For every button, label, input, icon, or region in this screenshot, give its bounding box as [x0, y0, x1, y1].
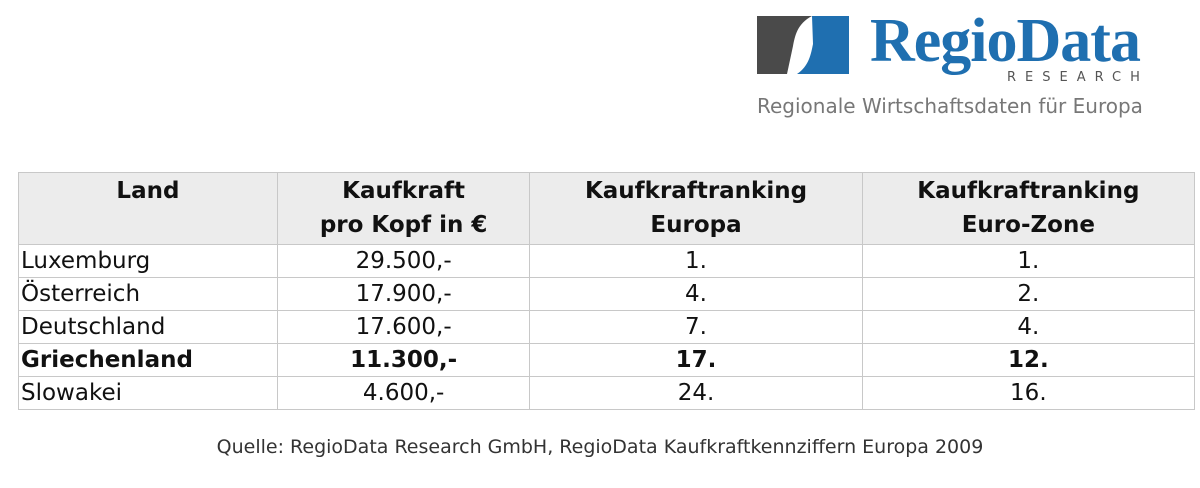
table-cell: 4.	[861, 310, 1196, 344]
header-cell: Kaufkraftranking Euro-Zone	[861, 172, 1196, 245]
logo: RegioData RESEARCH Regionale Wirtschafts…	[757, 7, 1177, 130]
table-cell: 4.600,-	[276, 376, 531, 410]
table-cell: 29.500,-	[276, 244, 531, 278]
table-cell: Luxemburg	[18, 244, 278, 278]
table-cell: 7.	[529, 310, 863, 344]
table-cell: 17.600,-	[276, 310, 531, 344]
table: Land Kaufkraft pro Kopf in € Kaufkraftranki…	[18, 172, 1196, 410]
table-cell: Griechenland	[18, 343, 278, 377]
table-cell: Slowakei	[18, 376, 278, 410]
header-line: pro Kopf in €	[319, 212, 488, 238]
table-row: Luxemburg 29.500,- 1. 1.	[18, 244, 1196, 278]
table-cell: 4.	[529, 277, 863, 311]
table-row: Deutschland 17.600,- 7. 4.	[18, 310, 1196, 344]
table-cell: 1.	[529, 244, 863, 278]
header-line: Europa	[650, 212, 742, 238]
header-line: Kaufkraftranking	[917, 178, 1140, 204]
logo-tagline: Regionale Wirtschaftsdaten für Europa	[757, 94, 1143, 118]
logo-icon	[757, 16, 849, 74]
table-body: Luxemburg 29.500,- 1. 1. Österreich 17.900,- 4…	[18, 244, 1196, 410]
table-cell: 17.900,-	[276, 277, 531, 311]
header-cell: Kaufkraft pro Kopf in €	[276, 172, 531, 245]
table-cell: Deutschland	[18, 310, 278, 344]
table-row: Slowakei 4.600,- 24. 16.	[18, 376, 1196, 410]
table-cell: 17.	[529, 343, 863, 377]
header-line: Euro-Zone	[961, 212, 1095, 238]
table-cell: 2.	[861, 277, 1196, 311]
table-cell: 16.	[861, 376, 1196, 410]
header-line: Land	[116, 178, 180, 204]
table-row: Griechenland 11.300,- 17. 12.	[18, 343, 1196, 377]
header-cell: Land	[18, 172, 278, 245]
header-line: Kaufkraftranking	[584, 178, 808, 204]
table-row: Österreich 17.900,- 4. 2.	[18, 277, 1196, 311]
logo-name: RegioData	[870, 7, 1141, 75]
source: Quelle: RegioData Research GmbH, RegioDa…	[216, 436, 984, 458]
header-cell: Kaufkraftranking Europa	[529, 172, 863, 245]
logo-sub: RESEARCH	[1007, 70, 1149, 85]
table-cell: 11.300,-	[276, 343, 531, 377]
table-cell: 24.	[529, 376, 863, 410]
header-line: Kaufkraft	[342, 178, 466, 204]
table-cell: Österreich	[18, 277, 278, 311]
table-cell: 1.	[861, 244, 1196, 278]
table-cell: 12.	[861, 343, 1196, 377]
header-row: Land Kaufkraft pro Kopf in € Kaufkraftranki…	[18, 172, 1196, 245]
